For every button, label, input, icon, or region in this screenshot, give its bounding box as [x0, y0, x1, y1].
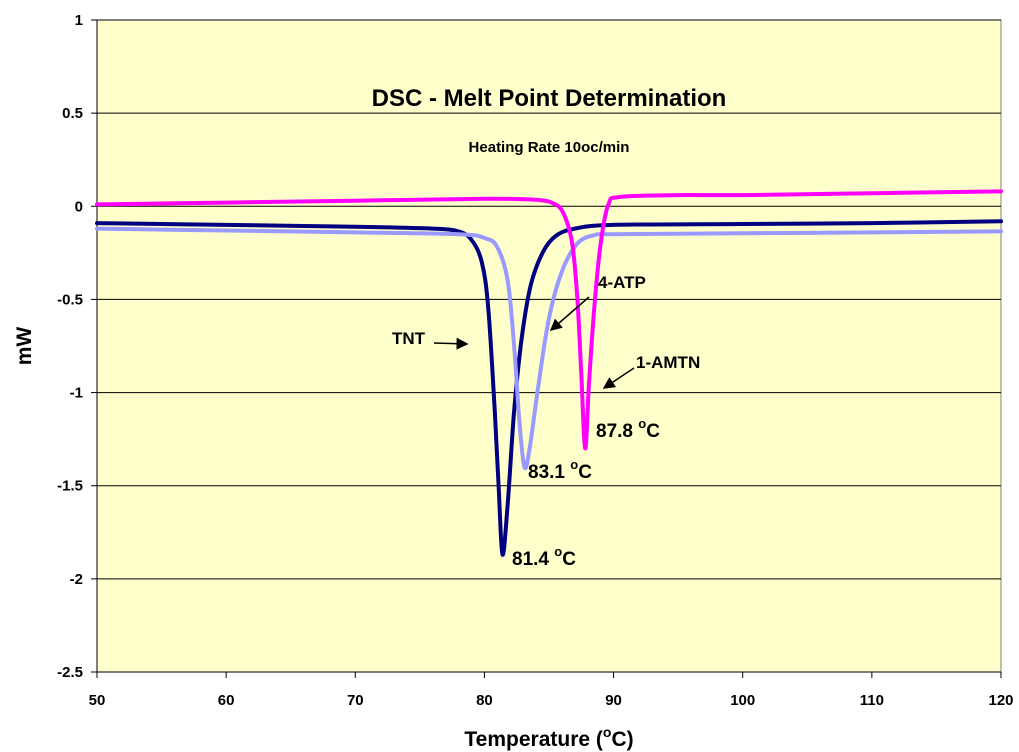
amtn-peak-unit: C	[646, 421, 660, 442]
y-tick-label: -0.5	[57, 291, 83, 308]
series-line-tnt	[95, 219, 1003, 557]
amtn-peak-value: 87.8	[596, 421, 638, 442]
atp-arrow	[549, 296, 590, 331]
x-axis-title: Temperature (oC)	[464, 724, 633, 751]
amtn-arrow	[602, 367, 635, 389]
series-layer	[95, 189, 1003, 557]
x-axis-title-sup: o	[603, 724, 612, 740]
chart-title: DSC - Melt Point Determination	[372, 85, 727, 112]
atp-peak-label: 83.1 oC	[528, 457, 592, 483]
atp-peak-unit: C	[578, 462, 592, 483]
x-axis-title-end: C)	[611, 728, 633, 751]
tnt-label: TNT	[392, 329, 426, 348]
tnt-peak-degree: o	[554, 544, 562, 559]
y-tick-label: 1	[75, 12, 83, 29]
amtn-label: 1-AMTN	[636, 353, 700, 372]
y-tick-label: -1	[70, 385, 83, 402]
annotations	[433, 296, 635, 389]
amtn-peak-label: 87.8 oC	[596, 416, 660, 442]
x-tick-label: 60	[218, 692, 235, 709]
y-axis-title: mW	[13, 327, 36, 366]
x-tick-label: 110	[860, 692, 884, 709]
series-line-amtn	[95, 189, 1003, 451]
x-axis-title-main: Temperature (	[464, 728, 602, 751]
x-tick-label: 120	[988, 692, 1013, 709]
x-tick-label: 50	[89, 692, 106, 709]
y-tick-label: 0.5	[62, 105, 83, 122]
tnt-peak-value: 81.4	[512, 549, 554, 570]
tnt-peak-unit: C	[562, 549, 576, 570]
atp-peak-value: 83.1	[528, 462, 570, 483]
x-tick-label: 100	[730, 692, 755, 709]
axes: 1 0.5 0 -0.5 -1 -1.5 -2 -2.5 50 60 70 80 90 100 110 120	[57, 12, 1013, 709]
tnt-peak-label: 81.4 oC	[512, 544, 576, 570]
tnt-arrow	[433, 337, 469, 350]
x-tick-label: 90	[605, 692, 622, 709]
y-tick-label: 0	[75, 198, 83, 215]
y-tick-label: -2.5	[57, 664, 83, 681]
x-tick-label: 80	[476, 692, 493, 709]
y-tick-label: -2	[70, 571, 83, 588]
series-line-atp	[95, 226, 1003, 471]
chart-subtitle: Heating Rate 10oc/min	[469, 139, 630, 156]
atp-peak-degree: o	[570, 457, 578, 472]
amtn-peak-degree: o	[638, 416, 646, 431]
y-tick-label: -1.5	[57, 478, 83, 495]
plot-area	[96, 19, 1002, 673]
gridlines	[97, 19, 1001, 580]
atp-label: 4-ATP	[598, 273, 646, 292]
x-tick-label: 70	[347, 692, 364, 709]
